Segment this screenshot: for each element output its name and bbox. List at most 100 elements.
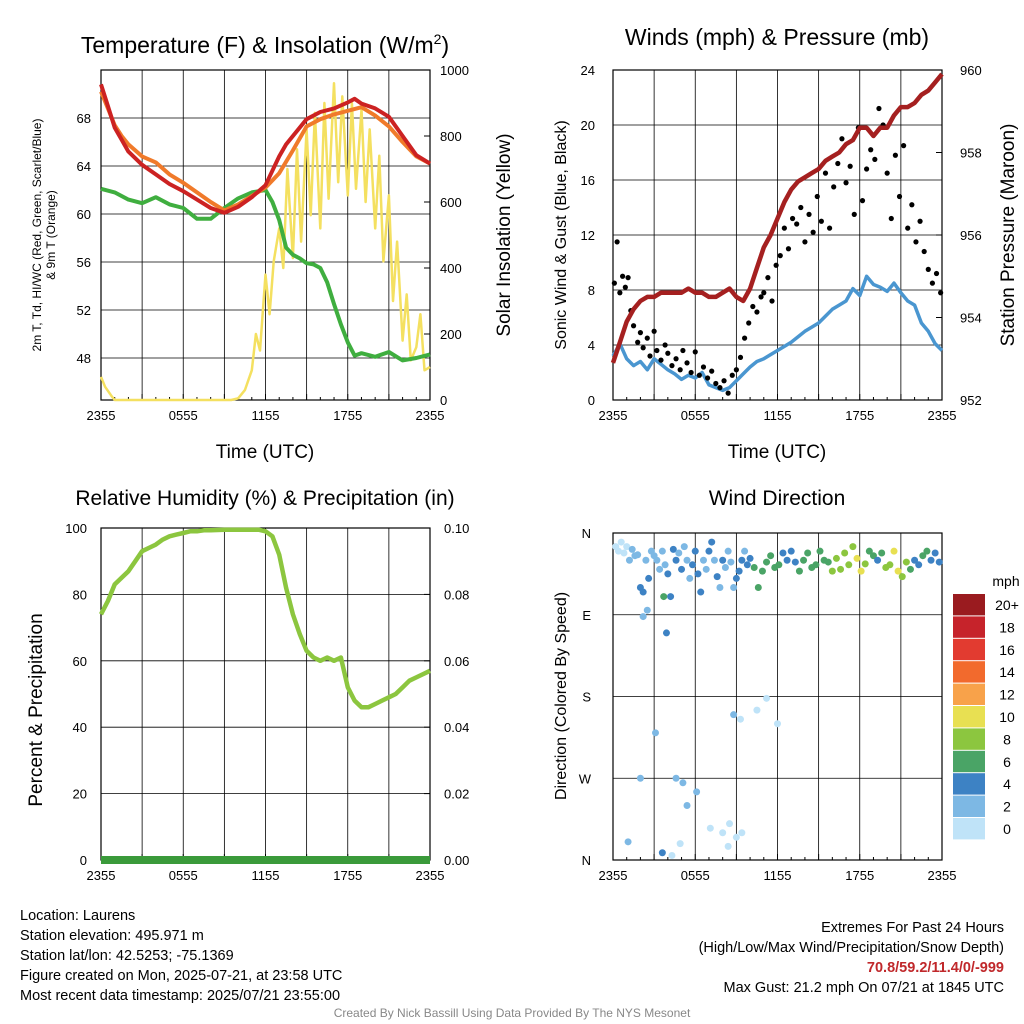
direction-point [915, 561, 923, 569]
gust-point [717, 385, 723, 391]
rh-ytick-label: 100 [65, 521, 87, 536]
direction-point [634, 551, 642, 559]
gust-point [925, 266, 931, 272]
direction-point [894, 567, 902, 575]
direction-point [919, 552, 927, 560]
direction-point [639, 588, 647, 596]
gust-point [876, 105, 882, 112]
direction-point [699, 556, 707, 564]
wind-ytick-label: 20 [581, 118, 595, 133]
gust-point [814, 193, 820, 200]
wind-ytick-label: 8 [588, 283, 595, 298]
gust-point [818, 218, 824, 224]
gust-point [822, 170, 829, 176]
gust-point [704, 375, 711, 381]
direction-point [816, 547, 824, 555]
direction-point [812, 561, 820, 569]
rh-xtick-label: 1755 [333, 868, 362, 883]
recent-timestamp: Most recent data timestamp: 2025/07/21 2… [20, 988, 341, 1004]
direction-point [738, 829, 746, 837]
gust-point [826, 225, 833, 231]
gust-point [864, 166, 870, 172]
direction-point [832, 554, 840, 562]
direction-point [732, 574, 740, 582]
gust-point [802, 239, 808, 245]
speed-legend-label: 10 [999, 709, 1015, 725]
gust-point [684, 360, 690, 366]
direction-point [935, 558, 943, 566]
direction-point [767, 552, 775, 560]
temp-ytick-label: 60 [77, 207, 91, 222]
gust-point [810, 229, 816, 235]
gust-point [733, 367, 739, 373]
wind-xtick-label: 1755 [845, 408, 874, 423]
direction-point [724, 547, 732, 555]
gust-point [913, 239, 919, 245]
direction-point [683, 556, 691, 564]
direction-point [668, 851, 676, 859]
direction-point [686, 574, 694, 582]
direction-point [911, 556, 919, 564]
gust-point [901, 143, 907, 149]
direction-point [664, 570, 672, 578]
gust-point [658, 357, 664, 363]
direction-point [738, 556, 746, 564]
temp-xtick-label: 1155 [252, 408, 280, 423]
direction-point [869, 552, 877, 560]
rh-y2tick-label: 0.04 [444, 720, 469, 735]
gust-point [709, 368, 715, 374]
direction-point [837, 565, 845, 573]
gust-point [905, 225, 911, 231]
temp-y2tick-label: 0 [440, 393, 447, 408]
temp-ytick-label: 64 [77, 159, 91, 174]
rh-y2tick-label: 0.08 [444, 587, 469, 602]
relative-humidity-line [99, 527, 431, 710]
gust-point [859, 198, 866, 204]
direction-point [758, 567, 766, 575]
gust-point [696, 372, 702, 378]
direction-point [658, 849, 666, 857]
gust-point [680, 347, 686, 354]
station-pressure-line [610, 72, 944, 364]
gust-point [872, 156, 878, 162]
direction-point [719, 829, 727, 837]
direction-point [902, 558, 910, 566]
speed-legend-swatch [953, 728, 985, 750]
direction-point [730, 711, 738, 719]
rh-ytick-label: 80 [73, 587, 87, 602]
gust-point [839, 136, 845, 142]
gust-point [725, 390, 731, 396]
gust-point [789, 215, 796, 222]
wind-xtick-label: 2355 [928, 408, 957, 423]
gust-point [688, 369, 694, 376]
direction-point [705, 547, 713, 555]
dir-ytick-label: N [582, 526, 591, 541]
direction-point [694, 570, 702, 578]
dir-xtick-label: 1155 [764, 868, 792, 883]
direction-point [636, 774, 644, 782]
wind-title: Winds (mph) & Pressure (mb) [625, 24, 929, 50]
gust-point [737, 354, 744, 360]
direction-point [853, 554, 861, 562]
gust-point [662, 342, 668, 348]
figure-created: Figure created on Mon, 2025-07-21, at 23… [20, 968, 343, 984]
gust-point [651, 328, 657, 334]
direction-point [656, 565, 664, 573]
direction-point [662, 629, 670, 637]
gust-point [700, 364, 707, 370]
direction-point [702, 565, 710, 573]
temp-2m-line [99, 83, 432, 215]
station-info: Location: Laurens Station elevation: 495… [20, 906, 342, 1006]
temp-y2tick-label: 1000 [440, 63, 469, 78]
wind-y2tick-label: 958 [960, 146, 982, 161]
direction-point [783, 556, 791, 564]
direction-point [874, 556, 882, 564]
direction-point [706, 824, 714, 832]
wind-y2tick-label: 960 [960, 63, 982, 78]
direction-point [672, 556, 680, 564]
direction-point [676, 840, 684, 848]
speed-legend-swatch [953, 683, 985, 705]
direction-point [841, 549, 849, 557]
gust-point [761, 290, 767, 296]
direction-point [890, 547, 898, 555]
